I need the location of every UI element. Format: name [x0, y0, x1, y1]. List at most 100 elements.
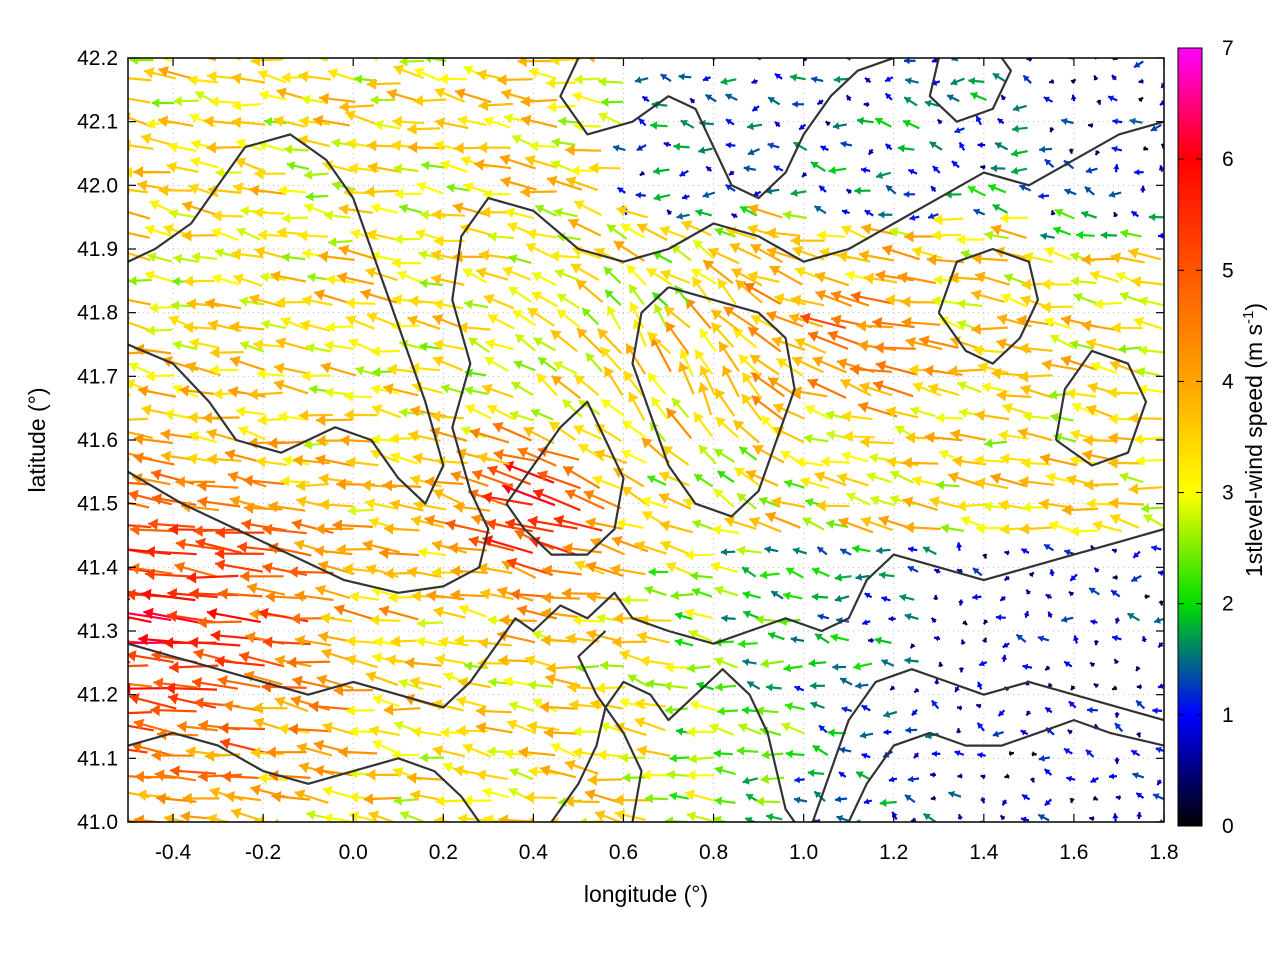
wind-vector: [174, 561, 217, 578]
wind-vector: [1085, 166, 1098, 174]
wind-vector: [128, 417, 149, 421]
wind-vector: [676, 212, 690, 220]
wind-vector: [709, 723, 735, 736]
wind-vector: [242, 475, 285, 487]
wind-vector: [360, 288, 398, 304]
wind-vector: [393, 64, 424, 80]
wind-vector: [128, 664, 149, 668]
wind-vector: [1038, 755, 1051, 762]
wind-vector: [324, 340, 354, 352]
contour-line-13: [928, 58, 1012, 123]
wind-vector: [128, 275, 153, 286]
wind-vector: [859, 731, 874, 739]
wind-vector: [527, 515, 578, 530]
wind-vector: [209, 346, 244, 359]
wind-vector: [1070, 526, 1098, 537]
wind-vector: [889, 470, 914, 484]
wind-vector: [802, 517, 825, 531]
wind-vector: [1108, 457, 1143, 469]
wind-vector: [1019, 523, 1053, 535]
wind-vector: [891, 811, 898, 821]
wind-vector: [338, 244, 375, 260]
wind-vector: [947, 471, 983, 487]
wind-vector: [253, 206, 285, 219]
wind-vector: [650, 121, 668, 130]
wind-vector: [267, 500, 306, 513]
wind-vector: [305, 191, 329, 202]
wind-vector: [485, 338, 514, 351]
wind-vector: [1020, 384, 1054, 399]
wind-vector: [298, 409, 333, 422]
wind-vector: [440, 58, 442, 59]
wind-vector: [998, 429, 1029, 442]
wind-vector: [659, 540, 691, 556]
wind-vector: [525, 242, 554, 259]
wind-vector: [328, 237, 353, 248]
wind-vector: [982, 553, 988, 559]
wind-vector: [373, 119, 401, 131]
wind-vector: [746, 680, 761, 690]
wind-vector: [623, 370, 644, 397]
wind-vector: [1137, 384, 1164, 395]
wind-vector: [572, 747, 604, 759]
wind-vector: [795, 457, 824, 468]
wind-vector: [756, 796, 781, 807]
wind-vector: [416, 181, 444, 195]
wind-vector: [962, 620, 968, 626]
wind-vector: [592, 475, 621, 490]
wind-vector: [504, 518, 554, 533]
wind-vector: [95, 409, 127, 421]
wind-vector: [1089, 270, 1120, 283]
wind-vector: [973, 344, 1004, 357]
wind-vector: [807, 378, 847, 399]
wind-vector: [1085, 748, 1095, 758]
wind-vector: [789, 73, 806, 82]
wind-vector: [972, 252, 1008, 265]
wind-vector: [1141, 635, 1148, 643]
wind-vector: [902, 457, 939, 469]
wind-vector: [128, 231, 150, 239]
wind-vector: [254, 167, 286, 180]
wind-vector: [246, 582, 286, 596]
wind-vector: [635, 191, 646, 199]
wind-vector: [876, 546, 891, 555]
wind-vector: [128, 548, 149, 555]
wind-vector: [790, 188, 807, 197]
wind-vector: [1064, 188, 1077, 196]
wind-vector: [198, 770, 243, 783]
wind-vector: [732, 419, 760, 444]
wind-vector: [1108, 773, 1117, 780]
wind-vector: [814, 632, 830, 644]
wind-vector: [1073, 292, 1097, 305]
wind-vector: [816, 230, 846, 241]
wind-vector: [532, 488, 581, 512]
wind-vector: [840, 225, 870, 241]
wind-vector: [1081, 319, 1118, 332]
wind-vector: [128, 104, 130, 108]
wind-vector: [576, 327, 603, 354]
wind-vector: [1011, 124, 1028, 133]
wind-vector: [911, 475, 942, 487]
wind-vector: [702, 259, 734, 285]
wind-vector: [249, 184, 287, 197]
wind-vector: [1115, 795, 1121, 801]
wind-vector: [1052, 226, 1072, 236]
wind-vector: [600, 660, 625, 671]
wind-vector: [924, 431, 963, 444]
wind-vector: [325, 274, 356, 286]
wind-vector: [531, 271, 557, 287]
wind-vector: [433, 298, 464, 311]
wind-vector: [1039, 453, 1077, 467]
wind-vector: [281, 252, 306, 263]
wind-vector: [457, 813, 489, 822]
wind-vector: [542, 564, 582, 577]
wind-vector: [693, 473, 714, 488]
wind-vector: [215, 167, 242, 178]
wind-vector: [790, 234, 825, 247]
wind-vector: [620, 449, 647, 464]
wind-vector: [575, 278, 604, 304]
wind-vector: [971, 323, 1008, 335]
wind-vector: [713, 749, 733, 758]
wind-vector: [697, 382, 713, 416]
wind-vector: [801, 171, 808, 178]
